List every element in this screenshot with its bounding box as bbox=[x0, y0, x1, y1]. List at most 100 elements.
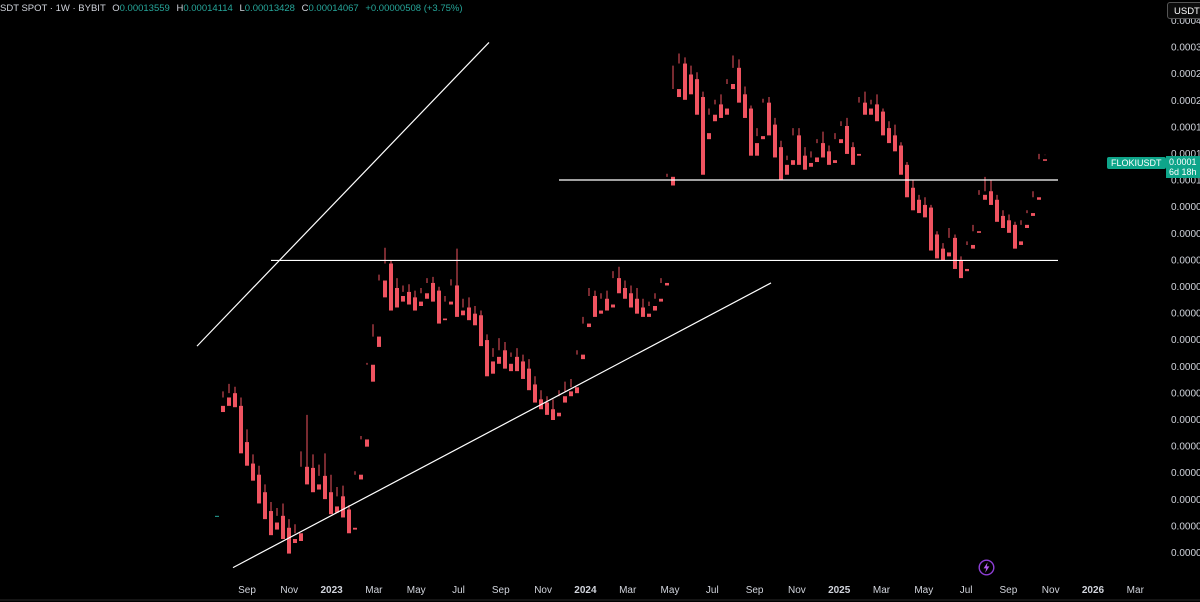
candle bbox=[233, 386, 237, 408]
candle-body bbox=[245, 442, 249, 466]
candle bbox=[485, 334, 489, 377]
close-value: 0.00014067 bbox=[308, 3, 359, 14]
change-value: +0.00000508 (+3.75%) bbox=[365, 3, 463, 14]
candle bbox=[821, 131, 825, 158]
candle-body bbox=[911, 187, 915, 211]
currency-unit-button[interactable]: USDT bbox=[1167, 2, 1200, 19]
time-axis-label: Mar bbox=[1127, 585, 1145, 596]
candle-body bbox=[785, 164, 789, 175]
price-axis-label: 0.0000 bbox=[1171, 202, 1200, 213]
candle bbox=[515, 348, 519, 372]
candle bbox=[383, 247, 387, 298]
candle-body bbox=[647, 313, 651, 317]
price-axis[interactable]: 0.00040.00030.00020.00020.00010.00010.00… bbox=[1171, 16, 1200, 559]
candle bbox=[905, 162, 909, 198]
candle-body bbox=[347, 509, 351, 534]
candle bbox=[1025, 210, 1029, 228]
candle bbox=[755, 128, 759, 156]
candle bbox=[593, 290, 597, 317]
candle-body bbox=[737, 67, 741, 103]
candle-body bbox=[821, 143, 825, 158]
candle-body bbox=[413, 297, 417, 311]
candle bbox=[611, 271, 615, 308]
candle bbox=[1001, 210, 1005, 228]
candle bbox=[695, 72, 699, 115]
candle-body bbox=[371, 364, 375, 382]
candle-body bbox=[893, 135, 897, 152]
candle bbox=[911, 179, 915, 211]
time-axis-label: Nov bbox=[280, 585, 298, 596]
candle-body bbox=[227, 397, 231, 406]
candle bbox=[443, 295, 447, 321]
candle-body bbox=[653, 305, 657, 311]
candle-body bbox=[779, 147, 783, 180]
candle bbox=[371, 324, 375, 382]
candle-body bbox=[761, 136, 765, 140]
price-axis-label: 0.0000 bbox=[1171, 309, 1200, 320]
candle bbox=[881, 108, 885, 136]
candle bbox=[455, 248, 459, 317]
candle-body bbox=[257, 474, 261, 504]
candle-body bbox=[611, 304, 615, 308]
trendline[interactable] bbox=[196, 42, 490, 347]
candle-body bbox=[509, 363, 513, 372]
candle bbox=[845, 117, 849, 154]
candle-body bbox=[593, 295, 597, 317]
candle bbox=[887, 121, 891, 144]
candle-body bbox=[497, 356, 501, 364]
candle-body bbox=[875, 104, 879, 122]
candle-body bbox=[473, 313, 477, 326]
candle bbox=[359, 435, 363, 480]
candle-body bbox=[677, 89, 681, 98]
candle-body bbox=[857, 153, 861, 156]
candle-body bbox=[791, 160, 795, 165]
price-axis-label: 0.0001 bbox=[1171, 149, 1200, 160]
time-axis-label: 2026 bbox=[1082, 585, 1105, 596]
candle bbox=[863, 91, 867, 115]
candle-body bbox=[569, 391, 573, 397]
candle-body bbox=[749, 108, 753, 156]
candle bbox=[671, 65, 675, 186]
candle-body bbox=[599, 310, 603, 314]
candle bbox=[737, 59, 741, 103]
candle-body bbox=[311, 467, 315, 493]
candle bbox=[785, 155, 789, 175]
candle bbox=[419, 288, 423, 306]
candle-body bbox=[455, 285, 459, 317]
candle-body bbox=[683, 63, 687, 100]
symbol-title[interactable]: SDT SPOT · 1W · BYBIT bbox=[0, 3, 106, 14]
candle-body bbox=[485, 340, 489, 377]
candle bbox=[323, 453, 327, 500]
lightning-icon[interactable] bbox=[978, 559, 995, 576]
candle bbox=[491, 348, 495, 374]
candle bbox=[851, 142, 855, 165]
candle bbox=[677, 53, 681, 98]
candle-body bbox=[1007, 220, 1011, 233]
candle-body bbox=[239, 405, 243, 454]
candle-body bbox=[671, 176, 675, 186]
candle bbox=[545, 396, 549, 415]
candle bbox=[647, 301, 651, 317]
trendline[interactable] bbox=[232, 282, 772, 569]
candle-body bbox=[233, 393, 237, 408]
candle-body bbox=[989, 191, 993, 205]
candle-body bbox=[899, 145, 903, 175]
price-axis-label: 0.0002 bbox=[1171, 69, 1200, 80]
candle bbox=[551, 399, 555, 421]
candle bbox=[1037, 153, 1041, 200]
time-axis[interactable]: Sep Nov 2023 Mar May Jul Sep Nov 2024 Mar May Jul Se… bbox=[0, 585, 1200, 601]
price-axis-label: 0.0000 bbox=[1171, 255, 1200, 266]
candle-body bbox=[767, 102, 771, 136]
candle-body bbox=[437, 290, 441, 324]
candle bbox=[575, 350, 579, 394]
candle-body bbox=[401, 295, 405, 302]
candle bbox=[941, 243, 945, 261]
candle-body bbox=[995, 199, 999, 222]
candle bbox=[479, 310, 483, 347]
candle-body bbox=[623, 288, 627, 299]
candle bbox=[215, 515, 219, 517]
candle bbox=[377, 274, 381, 347]
candle bbox=[341, 485, 345, 518]
time-axis-label: Mar bbox=[619, 585, 637, 596]
